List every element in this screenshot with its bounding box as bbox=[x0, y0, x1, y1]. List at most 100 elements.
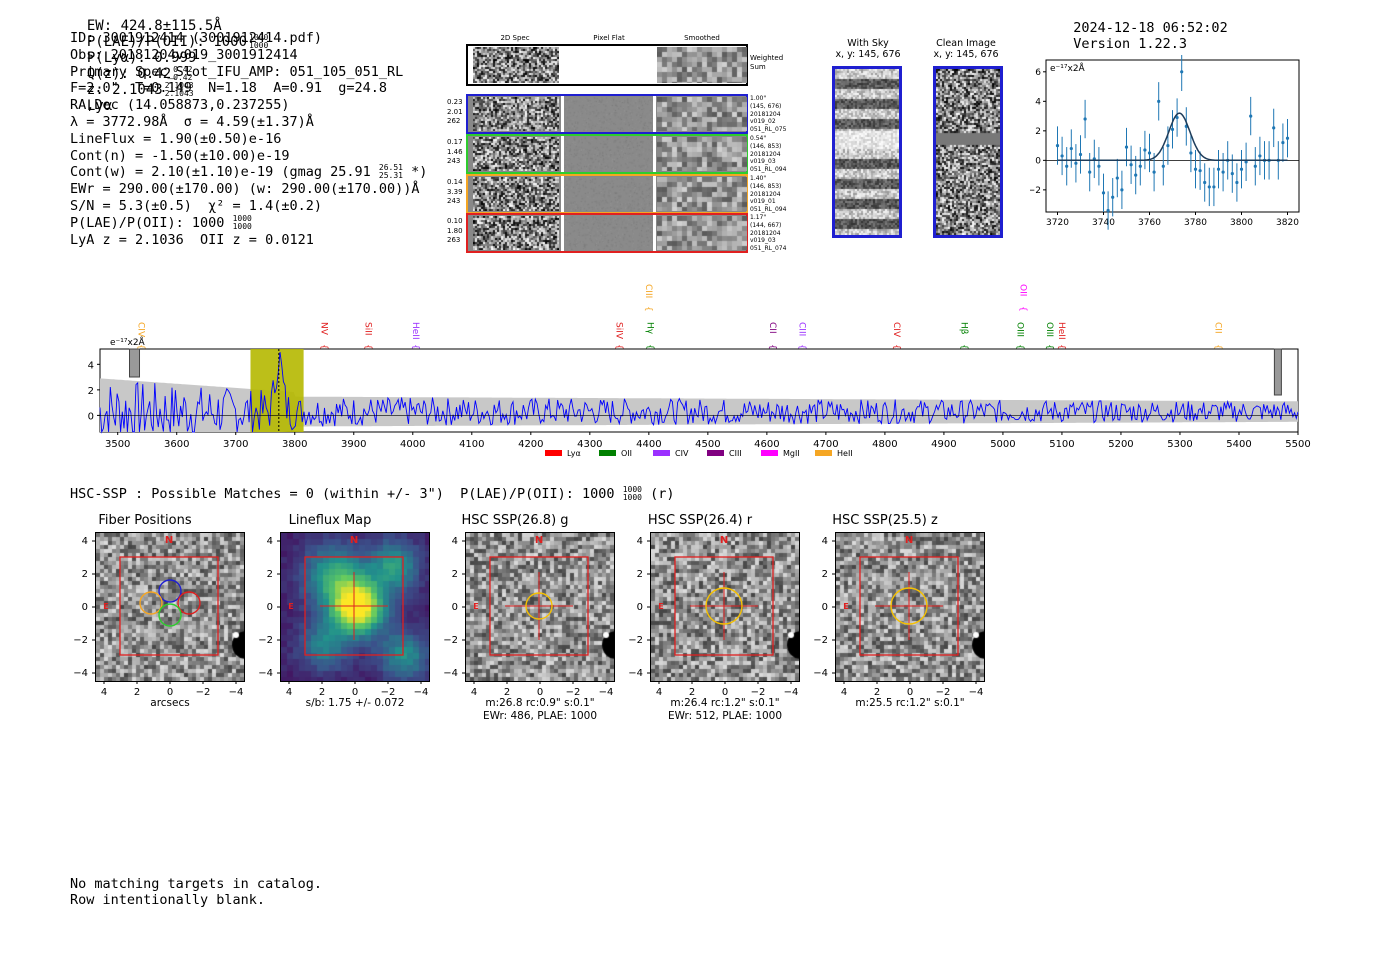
line-fit-gaussian bbox=[1057, 112, 1288, 162]
x-tick-label: 2 bbox=[319, 687, 325, 698]
emission-line-label: SiII bbox=[363, 322, 373, 336]
cutout-stat: 263 bbox=[447, 236, 461, 244]
north-label: N bbox=[165, 535, 173, 546]
data-point bbox=[1157, 99, 1161, 103]
cutout-row-info: 1.00" (145, 676) 20181204 v019_02 051_RL_075 bbox=[750, 95, 800, 134]
emission-line-bracket: { bbox=[613, 344, 623, 350]
data-point bbox=[1198, 169, 1202, 173]
x-tick-label: 4200 bbox=[518, 439, 543, 450]
header-z-sup: 2.1043 bbox=[164, 81, 194, 90]
data-point bbox=[1170, 127, 1175, 131]
y-tick-label: 0 bbox=[822, 602, 828, 613]
hsc-panel-title: HSC SSP(26.4) r bbox=[647, 513, 753, 528]
clean-image-coords: x, y: 145, 676 bbox=[933, 49, 999, 60]
hsc-panel-caption: m:25.5 rc:1.2" s:0.1" bbox=[830, 697, 990, 710]
x-tick-label: −2 bbox=[381, 687, 396, 698]
y-tick-label: 4 bbox=[452, 536, 458, 547]
emission-line-bracket: { bbox=[1056, 344, 1066, 350]
east-label: E bbox=[658, 602, 663, 611]
cutout-fiber-info: 20181204 bbox=[750, 190, 781, 198]
hsc-caption-line1: s/b: 1.75 +/- 0.072 bbox=[305, 697, 405, 709]
data-point bbox=[1249, 114, 1253, 118]
x-tick-label: 2 bbox=[504, 687, 510, 698]
emission-line-label: HeII bbox=[1056, 322, 1066, 340]
y-tick-label: 0 bbox=[82, 602, 88, 613]
data-point bbox=[1101, 191, 1106, 195]
info-plae-sup: 1000 bbox=[232, 213, 252, 223]
y-tick-label: −2 bbox=[258, 635, 273, 646]
x-tick-label: 0 bbox=[167, 687, 173, 698]
cutout-2d-spec bbox=[473, 97, 559, 131]
cutout-2d-spec bbox=[473, 216, 559, 250]
hsc-panel-overlay: N E 4 −4 2 −2 0 0 −2 2 −4 4 bbox=[443, 535, 613, 698]
clean-image-title-text: Clean Image bbox=[936, 38, 996, 49]
aperture-box bbox=[119, 556, 219, 656]
y-tick-label: 6 bbox=[1035, 68, 1041, 78]
y-tick-label: −2 bbox=[628, 635, 643, 646]
cutout-smoothed bbox=[657, 97, 747, 131]
hsc-panel-overlay: N E 4 −4 2 −2 0 0 −2 2 −4 4 bbox=[813, 535, 983, 698]
header-plae-sup: 1000 bbox=[249, 33, 269, 42]
cutout-pixel-flat bbox=[564, 97, 654, 131]
header-plae: P(LAE)/P(OII): 1000 bbox=[86, 34, 248, 50]
cutout-separator bbox=[653, 136, 656, 172]
x-tick-label: 4 bbox=[656, 687, 662, 698]
x-tick-label: 4600 bbox=[754, 439, 779, 450]
y-tick-label: −4 bbox=[813, 668, 828, 679]
header-z: z: 2.1043 bbox=[86, 82, 163, 98]
fiber-circle bbox=[177, 591, 201, 615]
fiber-circle bbox=[158, 579, 182, 603]
y-tick-label: −2 bbox=[443, 635, 458, 646]
y-tick-label: 4 bbox=[82, 536, 88, 547]
info-ewr: EWr = 290.00(±170.00) (w: 290.00(±170.00… bbox=[70, 181, 420, 198]
info-sn: S/N = 5.3(±0.5) χ² = 1.4(±0.2) bbox=[70, 197, 322, 214]
version: Version 1.22.3 bbox=[1073, 36, 1188, 52]
y-tick-label: 4 bbox=[267, 536, 273, 547]
x-tick-label: 3500 bbox=[105, 439, 130, 450]
cutout-fiber-info: (145, 676) bbox=[750, 102, 782, 110]
with-sky-coords: x, y: 145, 676 bbox=[835, 49, 901, 60]
hsc-title: HSC-SSP : Possible Matches = 0 (within +… bbox=[70, 486, 615, 502]
data-point bbox=[1281, 141, 1285, 145]
y-tick-label: 2 bbox=[637, 569, 643, 580]
hsc-panel-caption: arcsecs bbox=[90, 697, 250, 710]
masked-region bbox=[1273, 348, 1282, 396]
data-point bbox=[1230, 172, 1234, 176]
x-tick-label: 3780 bbox=[1184, 218, 1207, 228]
data-point bbox=[1097, 164, 1101, 168]
emission-line-bracket: { bbox=[796, 344, 806, 350]
cutout-row-stats: 0.10 1.80 263 bbox=[447, 217, 465, 246]
x-tick-label: 5400 bbox=[1226, 439, 1251, 450]
data-point bbox=[1189, 151, 1193, 155]
hsc-panel-caption: m:26.8 rc:0.9" s:0.1" EWr: 486, PLAE: 100… bbox=[460, 697, 620, 722]
hsc-caption-line2: EWr: 486, PLAE: 1000 bbox=[482, 709, 598, 722]
data-point bbox=[1065, 164, 1069, 168]
fit-window-highlight bbox=[250, 349, 304, 432]
data-point bbox=[1285, 136, 1290, 140]
aperture-box bbox=[859, 556, 959, 656]
info-contw-sup: 26.51 bbox=[378, 163, 403, 173]
data-point bbox=[1207, 185, 1211, 189]
x-tick-label: 2 bbox=[134, 687, 140, 698]
hsc-caption-line2: EWr: 512, PLAE: 1000 bbox=[667, 709, 783, 722]
info-lambda: λ = 3772.98Å σ = 4.59(±1.37)Å bbox=[70, 113, 314, 130]
emission-line-bracket: { bbox=[891, 344, 901, 350]
cutout-fiber-info: 0.54" bbox=[750, 135, 767, 142]
info-plae: P(LAE)/P(OII): 1000 1000 1000 bbox=[70, 213, 427, 232]
data-point bbox=[1239, 167, 1244, 171]
cutout-separator bbox=[653, 176, 656, 212]
x-tick-label: 0 bbox=[907, 687, 913, 698]
x-tick-label: 3760 bbox=[1138, 218, 1161, 228]
hsc-panel-overlay: N E 4 −4 2 −2 0 0 −2 2 −4 4 bbox=[258, 535, 429, 698]
header-meta: 2024-12-18 06:52:02 Version 1.22.3 bbox=[1057, 4, 1236, 52]
data-point bbox=[1138, 164, 1142, 168]
east-label: E bbox=[473, 602, 478, 611]
data-point bbox=[1161, 164, 1165, 168]
data-point bbox=[1124, 145, 1129, 149]
data-point bbox=[1134, 173, 1138, 177]
hsc-caption-line1: arcsecs bbox=[150, 697, 190, 709]
x-tick-label: −4 bbox=[414, 687, 429, 698]
cutout-smoothed bbox=[657, 137, 747, 171]
y-tick-label: 2 bbox=[452, 569, 458, 580]
y-tick-label: 2 bbox=[88, 386, 94, 397]
